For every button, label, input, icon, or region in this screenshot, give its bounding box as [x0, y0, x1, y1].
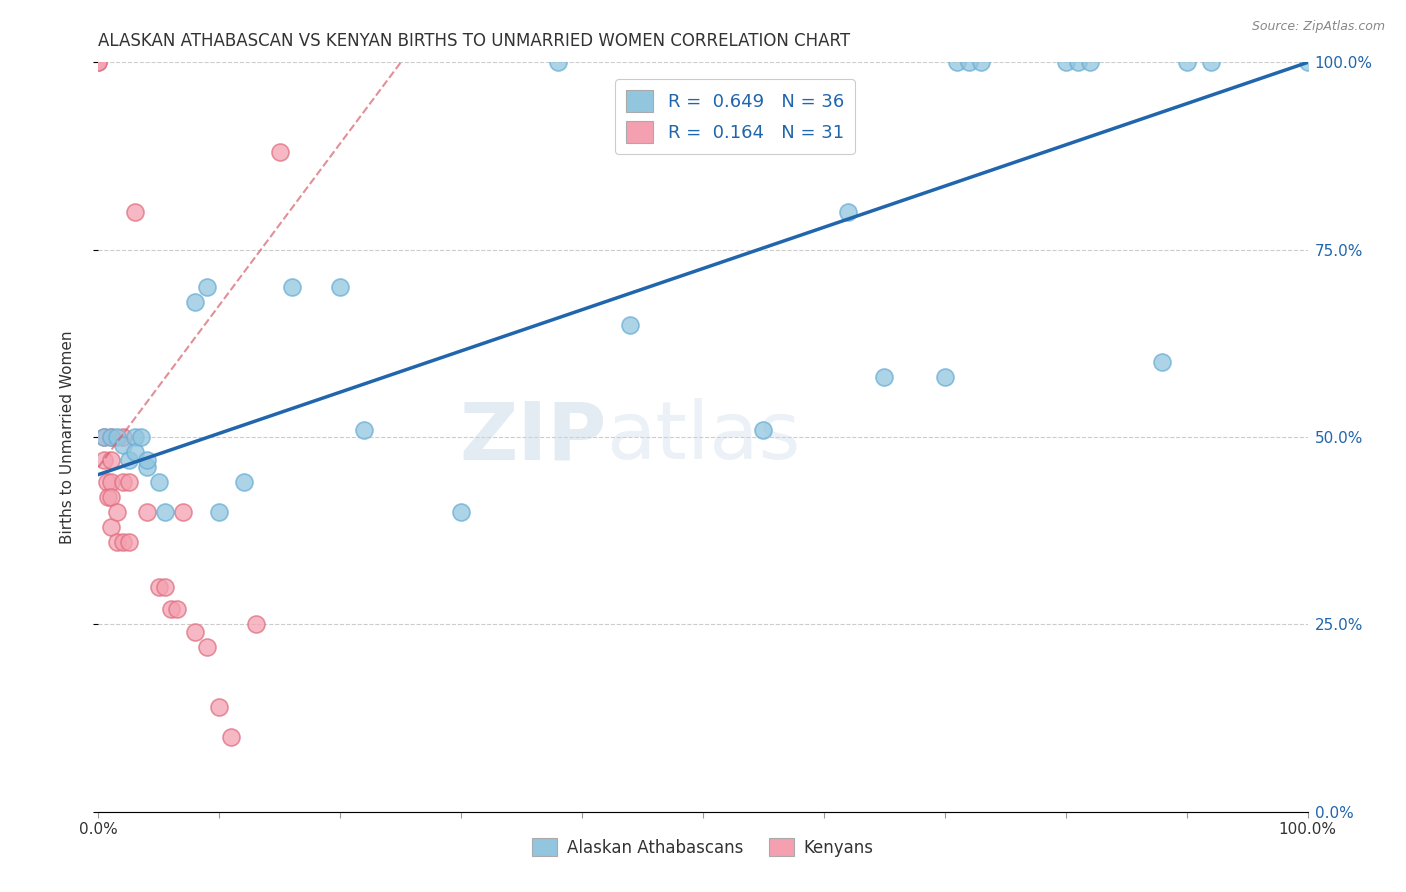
Point: [124, 205, 146, 219]
Point: [1054, 55, 1077, 70]
Point: [135, 460, 157, 475]
Point: [208, 699, 231, 714]
Point: [153, 505, 176, 519]
Point: [105, 535, 128, 549]
Point: [87, 55, 110, 70]
Point: [148, 475, 170, 489]
Point: [281, 280, 304, 294]
Point: [97, 490, 120, 504]
Point: [1067, 55, 1090, 70]
Point: [105, 430, 128, 444]
Point: [111, 535, 134, 549]
Point: [353, 423, 375, 437]
Point: [547, 55, 569, 70]
Point: [100, 430, 122, 444]
Y-axis label: Births to Unmarried Women: Births to Unmarried Women: [60, 330, 75, 544]
Point: [245, 617, 267, 632]
Point: [124, 445, 146, 459]
Point: [100, 430, 122, 444]
Point: [135, 505, 157, 519]
Point: [1175, 55, 1198, 70]
Point: [1078, 55, 1101, 70]
Point: [619, 318, 641, 332]
Point: [118, 535, 141, 549]
Point: [195, 280, 218, 294]
Point: [100, 452, 122, 467]
Point: [160, 602, 183, 616]
Point: [184, 295, 207, 310]
Point: [129, 430, 152, 444]
Point: [111, 437, 134, 451]
Point: [329, 280, 352, 294]
Point: [970, 55, 993, 70]
Point: [172, 505, 194, 519]
Point: [100, 490, 122, 504]
Point: [111, 475, 134, 489]
Legend: Alaskan Athabascans, Kenyans: Alaskan Athabascans, Kenyans: [526, 832, 880, 863]
Point: [148, 580, 170, 594]
Point: [221, 730, 243, 744]
Point: [166, 602, 188, 616]
Point: [105, 505, 128, 519]
Point: [118, 452, 141, 467]
Text: ALASKAN ATHABASCAN VS KENYAN BIRTHS TO UNMARRIED WOMEN CORRELATION CHART: ALASKAN ATHABASCAN VS KENYAN BIRTHS TO U…: [98, 32, 851, 50]
Point: [934, 370, 956, 384]
Point: [957, 55, 980, 70]
Text: atlas: atlas: [606, 398, 800, 476]
Point: [96, 475, 118, 489]
Point: [450, 505, 472, 519]
Point: [118, 475, 141, 489]
Point: [100, 520, 122, 534]
Point: [111, 430, 134, 444]
Point: [208, 505, 231, 519]
Text: ZIP: ZIP: [458, 398, 606, 476]
Point: [1152, 355, 1174, 369]
Point: [752, 423, 775, 437]
Point: [100, 475, 122, 489]
Point: [946, 55, 969, 70]
Point: [153, 580, 176, 594]
Point: [1199, 55, 1222, 70]
Point: [93, 452, 115, 467]
Point: [837, 205, 859, 219]
Point: [93, 430, 115, 444]
Point: [93, 430, 115, 444]
Point: [269, 145, 291, 160]
Point: [232, 475, 254, 489]
Point: [124, 430, 146, 444]
Point: [873, 370, 896, 384]
Point: [184, 624, 207, 639]
Point: [195, 640, 218, 654]
Point: [87, 55, 110, 70]
Point: [135, 452, 157, 467]
Point: [1296, 55, 1319, 70]
Text: Source: ZipAtlas.com: Source: ZipAtlas.com: [1251, 20, 1385, 33]
